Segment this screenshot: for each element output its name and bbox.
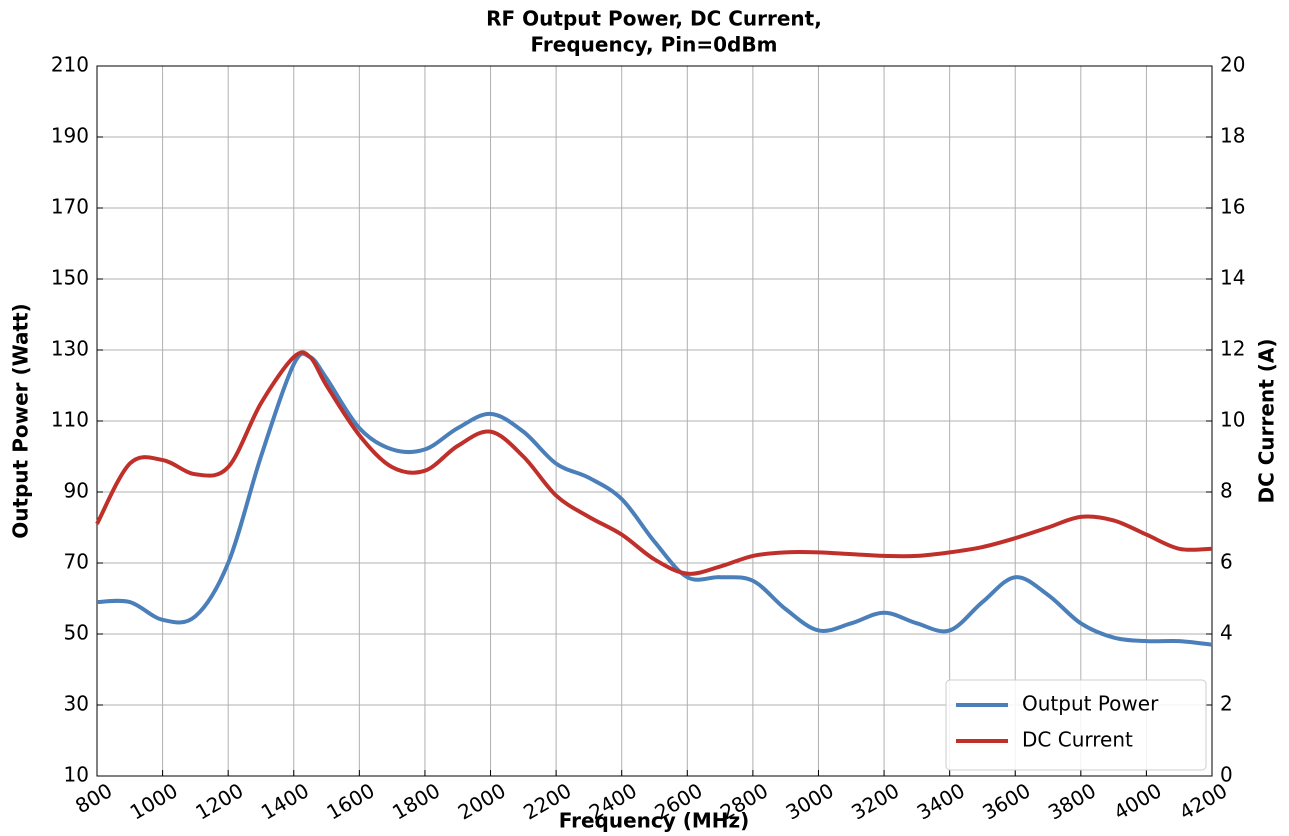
x-tick-label: 2000 xyxy=(454,778,510,824)
y2-tick-label: 12 xyxy=(1220,337,1245,361)
y-tick-label: 190 xyxy=(51,124,89,148)
legend-box xyxy=(945,679,1207,771)
y-axis-label: Output Power (Watt) xyxy=(9,303,33,538)
x-tick-label: 3800 xyxy=(1044,778,1100,824)
y2-tick-label: 8 xyxy=(1220,479,1233,503)
y-tick-label: 30 xyxy=(64,692,89,716)
y-tick-label: 150 xyxy=(51,266,89,290)
y2-tick-label: 2 xyxy=(1220,692,1233,716)
chart-title: RF Output Power, DC Current, xyxy=(486,7,822,31)
y-tick-label: 10 xyxy=(64,763,89,787)
y-tick-label: 130 xyxy=(51,337,89,361)
data-line xyxy=(95,350,1213,576)
y-tick-label: 110 xyxy=(51,408,89,432)
x-tick-label: 3600 xyxy=(978,778,1034,824)
y2-tick-label: 10 xyxy=(1220,408,1245,432)
data-line xyxy=(96,351,1213,647)
y2-tick-label: 20 xyxy=(1220,53,1245,77)
legend-label: DC Current xyxy=(1022,728,1133,752)
x-tick-label: 3000 xyxy=(782,778,838,824)
chart-title: Frequency, Pin=0dBm xyxy=(531,33,778,57)
y2-tick-label: 6 xyxy=(1220,550,1233,574)
plot-frame xyxy=(96,65,1213,777)
y2-tick-label: 18 xyxy=(1220,124,1245,148)
x-tick-label: 1400 xyxy=(257,778,313,824)
y-tick-label: 210 xyxy=(51,53,89,77)
y2-axis-label: DC Current (A) xyxy=(1255,339,1279,504)
y-tick-label: 170 xyxy=(51,195,89,219)
y2-tick-label: 4 xyxy=(1220,621,1233,645)
x-tick-label: 3400 xyxy=(913,778,969,824)
y2-tick-label: 0 xyxy=(1220,763,1233,787)
y-tick-label: 70 xyxy=(64,550,89,574)
x-tick-label: 1200 xyxy=(191,778,247,824)
y2-tick-label: 14 xyxy=(1220,266,1245,290)
y2-tick-label: 16 xyxy=(1220,195,1245,219)
x-tick-label: 4000 xyxy=(1110,778,1166,824)
y-tick-label: 50 xyxy=(64,621,89,645)
legend-label: Output Power xyxy=(1022,692,1159,716)
y-tick-label: 90 xyxy=(64,479,89,503)
x-tick-label: 3200 xyxy=(847,778,903,824)
x-axis-label: Frequency (MHz) xyxy=(559,809,750,833)
x-tick-label: 1800 xyxy=(388,778,444,824)
x-tick-label: 1600 xyxy=(323,778,379,824)
x-tick-label: 1000 xyxy=(126,778,182,824)
